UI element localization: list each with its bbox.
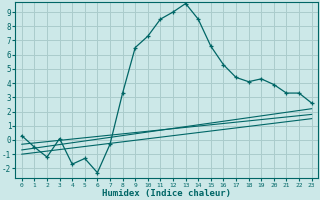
X-axis label: Humidex (Indice chaleur): Humidex (Indice chaleur): [102, 189, 231, 198]
